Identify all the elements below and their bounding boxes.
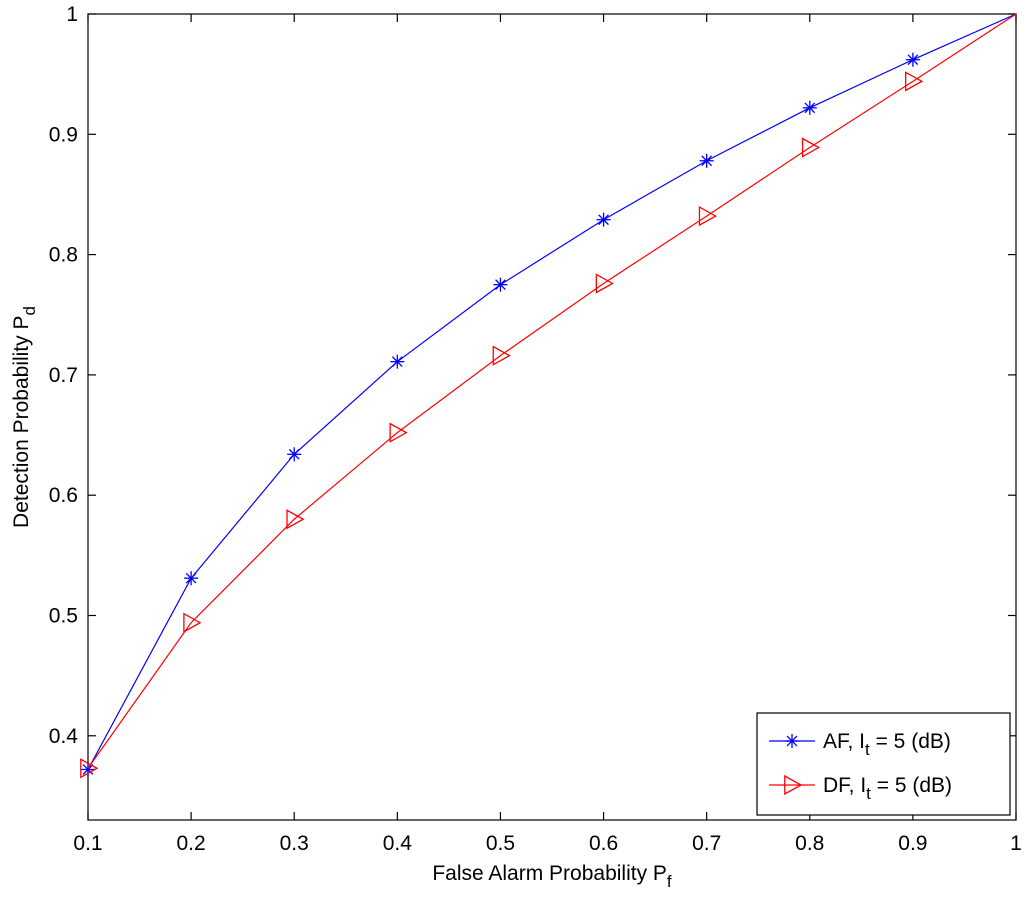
x-tick-label: 0.7 [692, 832, 721, 855]
legend-label-sub: t [866, 784, 871, 803]
series-1-point [801, 137, 821, 158]
series-1-point [183, 612, 202, 633]
x-tick-label: 0.2 [177, 832, 206, 855]
series-0-point [287, 447, 302, 462]
y-tick-label: 0.4 [49, 725, 79, 748]
x-tick-label: 0.9 [898, 832, 927, 855]
series-0-point [493, 277, 508, 292]
legend-label-main: DF, I [823, 774, 866, 797]
series-line-1 [87, 13, 1017, 769]
y-axis-label-sub: d [20, 306, 39, 315]
y-tick-label: 0.9 [49, 123, 78, 146]
series-1-point [905, 71, 924, 92]
x-tick-label: 0.8 [795, 832, 824, 855]
legend-marker-1 [784, 774, 803, 796]
legend-box [756, 712, 1011, 816]
legend-label-0: AF, It = 5 (dB) [823, 730, 951, 759]
x-tick-label: 0.1 [73, 832, 102, 855]
series-0-point [81, 762, 95, 777]
series-0-point [184, 571, 199, 586]
legend-label-sub: t [865, 740, 870, 759]
y-axis-label-main: Detection Probability P [10, 316, 33, 528]
series-1-point [389, 422, 408, 443]
y-tick-label: 0.8 [49, 244, 78, 267]
y-tick-label: 0.5 [49, 604, 78, 627]
series-1-point [286, 509, 305, 530]
legend-marker-0 [785, 734, 799, 748]
x-tick-label: 0.6 [589, 832, 618, 855]
series-0-point [802, 100, 817, 115]
series-1-point [80, 758, 99, 779]
x-tick-label: 0.5 [486, 832, 515, 855]
y-tick-label: 0.6 [49, 484, 78, 507]
series-layer [80, 13, 1017, 779]
legend-label-main: AF, I [823, 730, 865, 753]
y-tick-label: 0.7 [49, 364, 78, 387]
x-tick-label: 1 [1010, 832, 1022, 855]
y-axis-label: Detection Probability Pd [10, 306, 39, 528]
legend: AF, It = 5 (dB)DF, It = 5 (dB) [756, 712, 1011, 816]
series-0-point [905, 52, 920, 67]
x-axis-label-sub: f [667, 872, 672, 891]
series-line-0 [87, 13, 1017, 770]
series-0-point [390, 354, 405, 369]
series-1-point [492, 345, 511, 366]
series-1-point [698, 205, 718, 227]
legend-label-1: DF, It = 5 (dB) [823, 774, 952, 803]
legend-label-tail: = 5 (dB) [871, 774, 952, 797]
x-tick-label: 0.4 [383, 832, 413, 855]
series-0-point [596, 212, 611, 227]
series-1-point [595, 273, 614, 294]
plot-frame [87, 13, 1017, 821]
x-axis-label-main: False Alarm Probability P [432, 862, 667, 885]
series-0-point [699, 153, 714, 168]
axes-layer: 0.1 0.2 0.3 0.4 0.5 0.6 0.7 0.8 0.9 1 0.4 0.5 0.6 0.7… [10, 3, 1022, 891]
x-tick-label: 0.3 [280, 832, 309, 855]
legend-label-tail: = 5 (dB) [870, 730, 951, 753]
x-axis-label: False Alarm Probability Pf [432, 862, 672, 891]
y-tick-label: 1 [66, 3, 78, 26]
